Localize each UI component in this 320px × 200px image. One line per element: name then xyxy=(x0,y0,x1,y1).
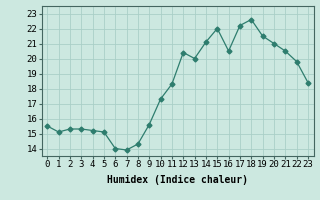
X-axis label: Humidex (Indice chaleur): Humidex (Indice chaleur) xyxy=(107,175,248,185)
